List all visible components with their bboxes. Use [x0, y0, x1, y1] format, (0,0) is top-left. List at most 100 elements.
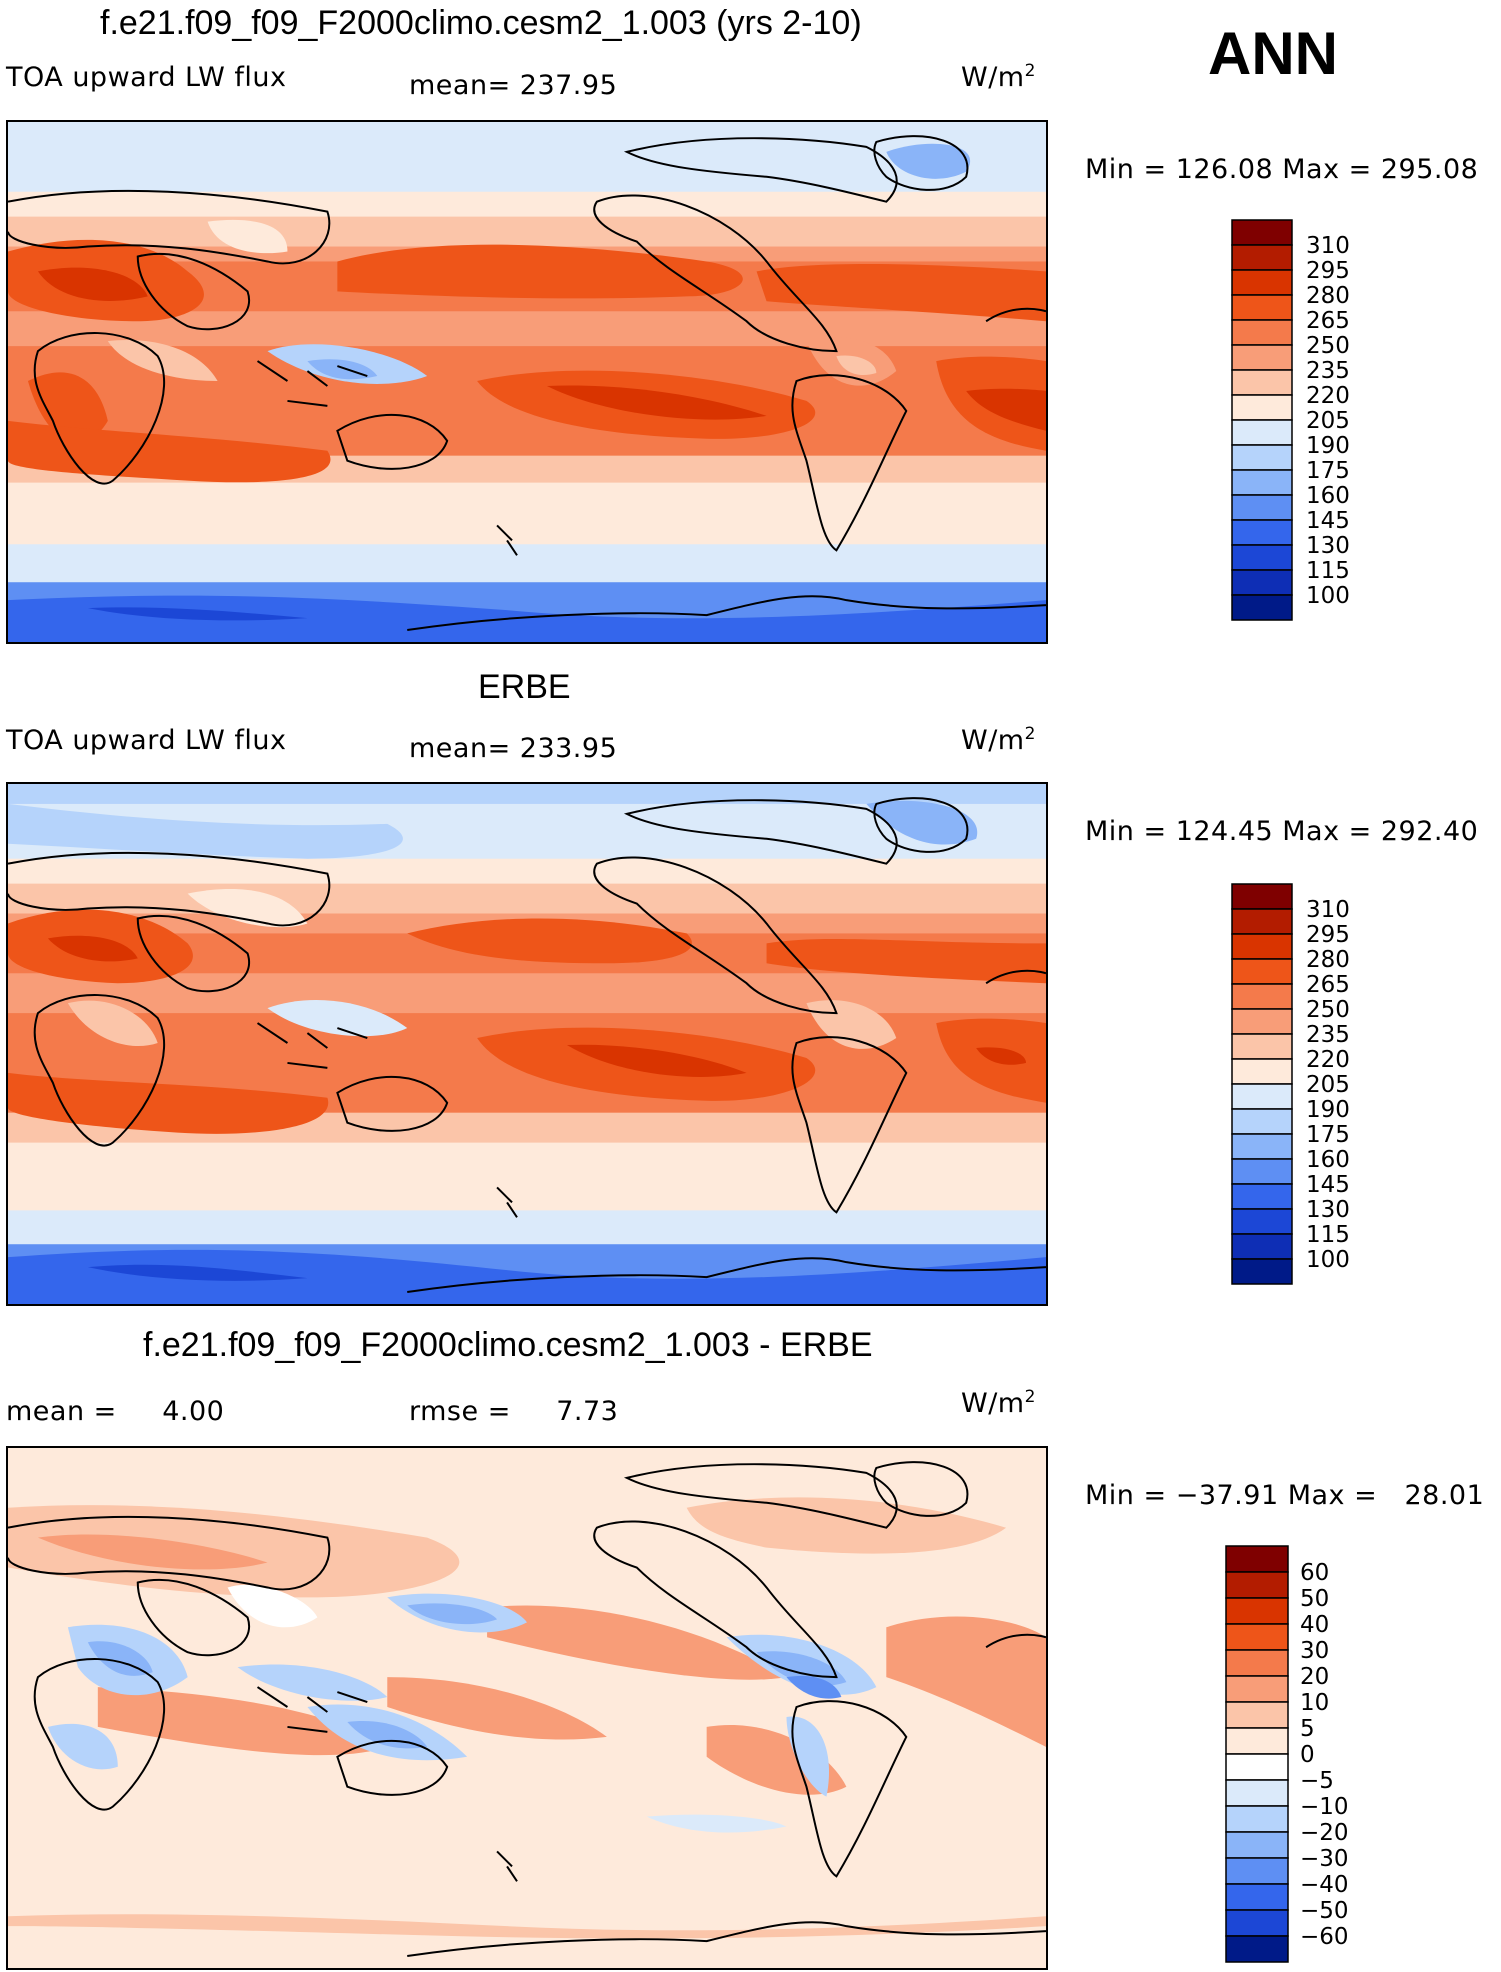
colorbar-tick-label: 280 [1306, 283, 1350, 309]
colorbar-swatch [1231, 1058, 1293, 1085]
colorbar-swatch [1231, 958, 1293, 985]
panel2-minmax-label: Min = 124.45 Max = 292.40 [1085, 816, 1479, 847]
colorbar-tick-label: 30 [1300, 1638, 1329, 1664]
colorbar-tick-label: −60 [1300, 1924, 1349, 1950]
colorbar-tick-label: 220 [1306, 1047, 1350, 1073]
panel2-title: ERBE [478, 668, 571, 706]
colorbar-tick-label: 190 [1306, 433, 1350, 459]
colorbar-swatch [1231, 519, 1293, 546]
colorbar-tick-label: 235 [1306, 1022, 1350, 1048]
colorbar-swatch [1231, 1233, 1293, 1260]
panel3-minmax-label: Min = −37.91 Max = 28.01 [1085, 1480, 1485, 1511]
colorbar-swatch [1231, 933, 1293, 960]
colorbar-swatch [1231, 494, 1293, 521]
panel3-field [8, 1448, 1046, 1968]
panel3-mean-label: mean = 4.00 [6, 1396, 225, 1427]
panel1-coastlines [8, 135, 1046, 632]
colorbar-swatch [1225, 1623, 1289, 1651]
panel3-rmse-label: rmse = 7.73 [409, 1396, 619, 1427]
colorbar-swatch [1231, 1008, 1293, 1035]
colorbar-tick-label: 0 [1300, 1742, 1315, 1768]
colorbar-tick-label: 130 [1306, 1197, 1350, 1223]
colorbar-tick-label: 130 [1306, 533, 1350, 559]
panel3-units-label: W/m2 [961, 1387, 1036, 1419]
colorbar-swatch [1231, 294, 1293, 321]
colorbar-tick-label: −5 [1300, 1768, 1334, 1794]
colorbar-tick-label: −10 [1300, 1794, 1349, 1820]
panel1-variable-label: TOA upward LW flux [6, 62, 287, 93]
colorbar-tick-label: 295 [1306, 922, 1350, 948]
colorbar-tick-label: 265 [1306, 308, 1350, 334]
colorbar-tick-label: 100 [1306, 1247, 1350, 1273]
colorbar-swatch [1231, 269, 1293, 296]
colorbar-swatch [1231, 419, 1293, 446]
colorbar-tick-label: 205 [1306, 1072, 1350, 1098]
panel3-map [6, 1446, 1048, 1970]
panel1-minmax-label: Min = 126.08 Max = 295.08 [1085, 154, 1479, 185]
panel1-mean-label: mean= 237.95 [409, 70, 618, 101]
colorbar-swatch [1231, 369, 1293, 396]
colorbar-swatch [1231, 244, 1293, 271]
panel2-mean-label: mean= 233.95 [409, 733, 618, 764]
colorbar-tick-label: 115 [1306, 1222, 1350, 1248]
colorbar-swatch [1225, 1935, 1289, 1963]
colorbar-tick-label: 40 [1300, 1612, 1329, 1638]
colorbar-swatch [1225, 1727, 1289, 1755]
colorbar-swatch [1225, 1857, 1289, 1885]
colorbar-tick-label: 220 [1306, 383, 1350, 409]
colorbar-tick-label: 175 [1306, 1122, 1350, 1148]
colorbar-tick-label: 145 [1306, 1172, 1350, 1198]
colorbar-swatch [1225, 1701, 1289, 1729]
colorbar-swatch [1225, 1675, 1289, 1703]
panel2-variable-label: TOA upward LW flux [6, 725, 287, 756]
colorbar-tick-label: 265 [1306, 972, 1350, 998]
colorbar-tick-label: 60 [1300, 1560, 1329, 1586]
colorbar-swatch [1231, 983, 1293, 1010]
panel2-colorbar: 3102952802652502352202051901751601451301… [1231, 883, 1350, 1285]
panel1-colorbar: 3102952802652502352202051901751601451301… [1231, 219, 1350, 621]
colorbar-tick-label: 145 [1306, 508, 1350, 534]
colorbar-swatch [1231, 1083, 1293, 1110]
colorbar-swatch [1231, 1108, 1293, 1135]
colorbar-swatch [1225, 1753, 1289, 1781]
colorbar-swatch [1225, 1597, 1289, 1625]
colorbar-tick-label: 50 [1300, 1586, 1329, 1612]
colorbar-tick-label: 205 [1306, 408, 1350, 434]
panel2-units-label: W/m2 [961, 724, 1036, 756]
colorbar-tick-label: 160 [1306, 1147, 1350, 1173]
colorbar-swatch [1225, 1779, 1289, 1807]
colorbar-tick-label: −30 [1300, 1846, 1349, 1872]
colorbar-swatch [1231, 1258, 1293, 1285]
colorbar-swatch [1231, 319, 1293, 346]
colorbar-swatch [1231, 394, 1293, 421]
panel2-map [6, 782, 1048, 1306]
colorbar-swatch [1225, 1805, 1289, 1833]
panel1-field [8, 122, 1046, 642]
colorbar-swatch [1231, 569, 1293, 596]
colorbar-tick-label: 190 [1306, 1097, 1350, 1123]
panel1-units-label: W/m2 [961, 61, 1036, 93]
colorbar-swatch [1231, 219, 1293, 246]
colorbar-swatch [1231, 1033, 1293, 1060]
colorbar-swatch [1225, 1571, 1289, 1599]
panel2-coastlines [8, 797, 1046, 1294]
colorbar-swatch [1225, 1545, 1289, 1573]
colorbar-swatch [1231, 594, 1293, 621]
colorbar-tick-label: 160 [1306, 483, 1350, 509]
colorbar-swatch [1231, 1208, 1293, 1235]
colorbar-swatch [1231, 908, 1293, 935]
colorbar-tick-label: 250 [1306, 333, 1350, 359]
colorbar-tick-label: 115 [1306, 558, 1350, 584]
panel1-map [6, 120, 1048, 644]
colorbar-tick-label: −50 [1300, 1898, 1349, 1924]
colorbar-swatch [1231, 1183, 1293, 1210]
colorbar-tick-label: 310 [1306, 897, 1350, 923]
colorbar-swatch [1225, 1883, 1289, 1911]
colorbar-tick-label: 295 [1306, 258, 1350, 284]
colorbar-tick-label: 5 [1300, 1716, 1315, 1742]
panel1-title: f.e21.f09_f09_F2000climo.cesm2_1.003 (yr… [100, 4, 862, 42]
colorbar-swatch [1225, 1649, 1289, 1677]
colorbar-tick-label: 250 [1306, 997, 1350, 1023]
panel3-title: f.e21.f09_f09_F2000climo.cesm2_1.003 - E… [143, 1326, 873, 1364]
